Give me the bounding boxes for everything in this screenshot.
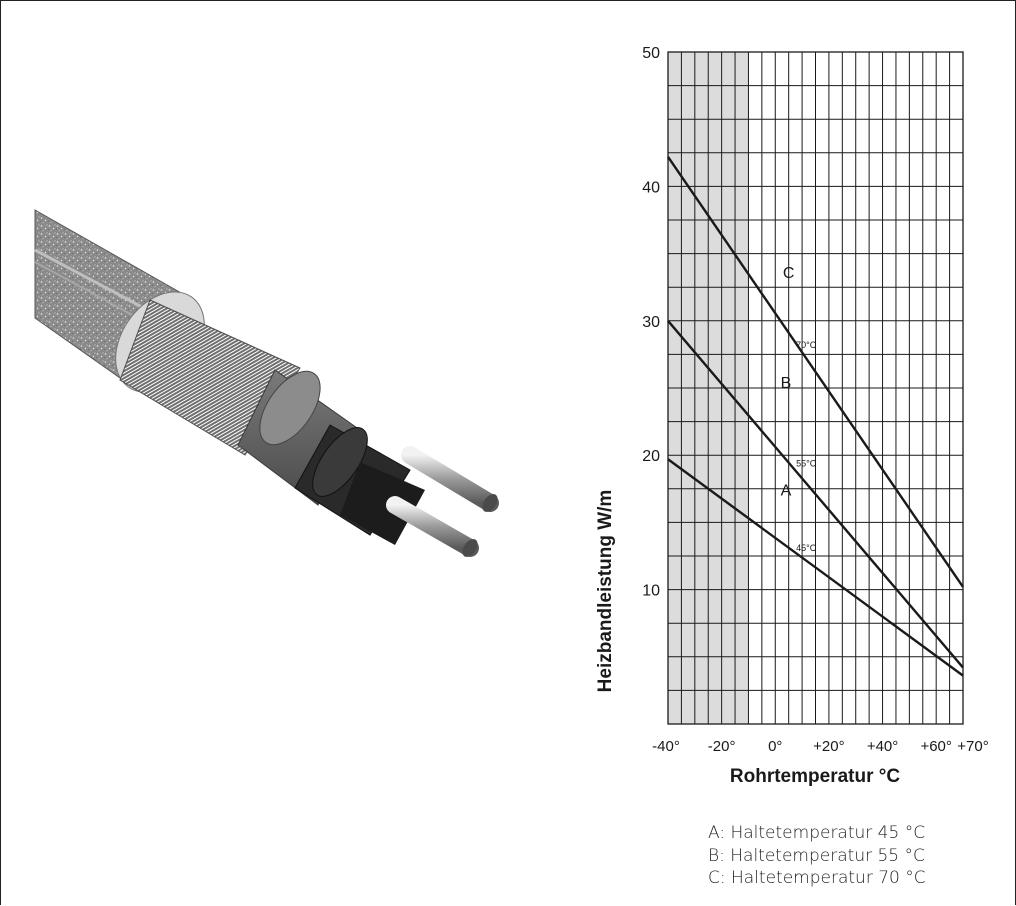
heating-cable-illustration <box>34 209 499 557</box>
legend-item-b: B: Haltetemperatur 55 °C <box>708 845 925 866</box>
x-tick-label: -40° <box>652 738 680 755</box>
series-name-a: A <box>781 483 792 500</box>
series-temp-label-a: 45°C <box>796 543 817 553</box>
cable-conductors <box>386 446 499 557</box>
plot-border <box>667 51 964 725</box>
chart-grid <box>667 51 964 725</box>
series-name-c: C <box>783 265 795 282</box>
x-axis-title: Rohrtemperatur °C <box>730 766 900 787</box>
chart-tick-labels: 10 20 30 40 50 -40° -20° 0° +20° +40° +60° +70° <box>642 45 989 755</box>
x-tick-label: -20° <box>708 738 736 755</box>
series-line-a <box>667 458 964 677</box>
y-tick-label: 30 <box>642 314 660 331</box>
y-tick-label: 20 <box>642 448 660 465</box>
cable-core <box>294 424 425 545</box>
chart-legend: A: Haltetemperatur 45 °C B: Haltetempera… <box>708 822 926 890</box>
series-line-c <box>667 156 964 588</box>
y-tick-label: 10 <box>642 583 660 600</box>
chart-series-lines <box>667 156 964 677</box>
series-temp-label-c: 70°C <box>796 340 817 350</box>
x-tick-label: 0° <box>768 738 782 755</box>
x-tick-label: +40° <box>867 738 898 755</box>
x-tick-label: +20° <box>813 738 844 755</box>
legend-item-c: C: Haltetemperatur 70 °C <box>708 868 926 888</box>
y-axis-title: Heizbandleistung W/m <box>595 490 616 693</box>
chart-series-labels: A 45°C B 55°C C 70°C <box>781 265 817 553</box>
y-tick-label: 50 <box>642 45 660 62</box>
y-tick-label: 40 <box>642 179 660 196</box>
x-tick-label: +60° <box>920 738 951 755</box>
x-tick-label: +70° <box>957 738 988 755</box>
legend-item-a: A: Haltetemperatur 45 °C <box>708 823 926 843</box>
series-temp-label-b: 55°C <box>796 458 817 468</box>
series-line-b <box>667 320 964 669</box>
series-name-b: B <box>781 375 792 392</box>
